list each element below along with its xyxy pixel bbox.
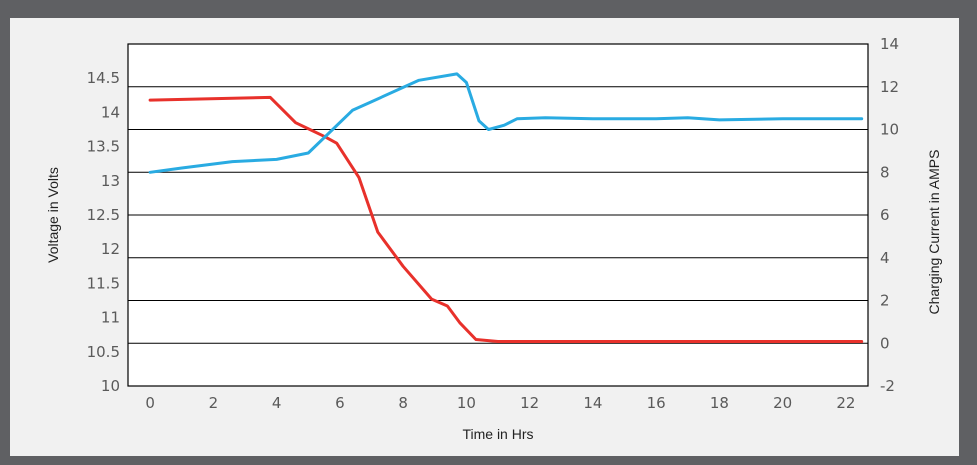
- x-tick-label: 10: [457, 394, 476, 412]
- y-left-tick-label: 13: [101, 172, 120, 190]
- y-right-tick-label: 10: [880, 121, 899, 139]
- x-tick-label: 4: [272, 394, 282, 412]
- y-left-tick-label: 14.5: [87, 69, 120, 87]
- charging-chart: 0 2 4 6 8 10 12 14 16 18 20 22 1010.51111.51212.513…: [45, 35, 942, 442]
- x-tick-label: 14: [583, 394, 602, 412]
- chart-panel: 0 2 4 6 8 10 12 14 16 18 20 22 10 10.5 11 11.5 12 12.5 13…: [10, 18, 959, 456]
- y-right-tick-label: 2: [880, 292, 890, 310]
- x-tick-label: 2: [209, 394, 219, 412]
- x-tick-label: 0: [145, 394, 155, 412]
- y-axis-left-title: Voltage in Volts: [45, 167, 61, 263]
- left-tick-labels: 10 10.5 11 11.5 12 12.5 13 13.5 14 14.5: [87, 69, 120, 395]
- y-left-tick-label: 14: [101, 103, 120, 121]
- current-line: [148, 72, 864, 174]
- right-tick-labels: -2 0 2 4 6 8 10 12 14: [880, 35, 899, 395]
- x-tick-label: 18: [710, 394, 729, 412]
- y-left-tick-label: 12: [101, 240, 120, 258]
- x-tick-label: 16: [647, 394, 666, 412]
- voltage-line: [148, 95, 864, 343]
- y-left-tick-label: 10.5: [87, 343, 120, 361]
- x-tick-label: 22: [836, 394, 855, 412]
- y-right-tick-label: 0: [880, 334, 890, 352]
- y-left-tick-label: 10: [101, 377, 120, 395]
- x-tick-labels: 0 2 4 6 8 10 12 14 16 18 20 22: [145, 394, 855, 412]
- y-left-tick-label: 13.5: [87, 138, 120, 156]
- y-right-tick-label: 14: [880, 35, 899, 53]
- y-left-tick-label: 11: [101, 309, 120, 327]
- x-tick-label: 20: [773, 394, 792, 412]
- y-right-tick-label: 6: [880, 206, 890, 224]
- x-axis-title: Time in Hrs: [462, 426, 533, 442]
- y-right-tick-label: 8: [880, 163, 890, 181]
- y-left-tick-label: 12.5: [87, 206, 120, 224]
- y-axis-right-title: Charging Current in AMPS: [926, 150, 942, 315]
- gridlines: [128, 86, 868, 344]
- x-tick-label: 12: [520, 394, 539, 412]
- series-layer: [148, 72, 864, 343]
- y-right-tick-label: -2: [880, 377, 895, 395]
- y-right-tick-label: 12: [880, 78, 899, 96]
- x-tick-label: 6: [335, 394, 345, 412]
- x-tick-label: 8: [398, 394, 408, 412]
- y-left-tick-label: 11.5: [87, 274, 120, 292]
- y-right-tick-label: 4: [880, 249, 890, 267]
